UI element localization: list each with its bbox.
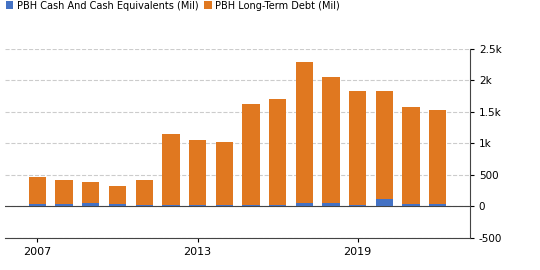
- Bar: [349, 92, 366, 206]
- Legend: PBH Cash And Cash Equivalents (Mil), PBH Long-Term Debt (Mil): PBH Cash And Cash Equivalents (Mil), PBH…: [5, 1, 340, 11]
- Bar: [29, 177, 46, 206]
- Bar: [376, 92, 393, 206]
- Bar: [136, 205, 153, 206]
- Bar: [56, 204, 73, 206]
- Bar: [296, 202, 313, 206]
- Bar: [82, 181, 99, 206]
- Bar: [376, 198, 393, 206]
- Bar: [429, 204, 447, 206]
- Bar: [269, 205, 286, 206]
- Bar: [242, 205, 260, 206]
- Bar: [296, 62, 313, 206]
- Bar: [82, 203, 99, 206]
- Bar: [269, 99, 286, 206]
- Bar: [215, 142, 233, 206]
- Bar: [109, 204, 126, 206]
- Bar: [402, 204, 420, 206]
- Bar: [109, 186, 126, 206]
- Bar: [322, 77, 340, 206]
- Bar: [29, 204, 46, 206]
- Bar: [429, 110, 447, 206]
- Bar: [162, 205, 180, 206]
- Bar: [242, 104, 260, 206]
- Bar: [56, 180, 73, 206]
- Bar: [162, 134, 180, 206]
- Bar: [402, 107, 420, 206]
- Bar: [136, 180, 153, 206]
- Bar: [189, 205, 206, 206]
- Bar: [349, 205, 366, 206]
- Bar: [215, 205, 233, 206]
- Bar: [189, 140, 206, 206]
- Bar: [322, 203, 340, 206]
